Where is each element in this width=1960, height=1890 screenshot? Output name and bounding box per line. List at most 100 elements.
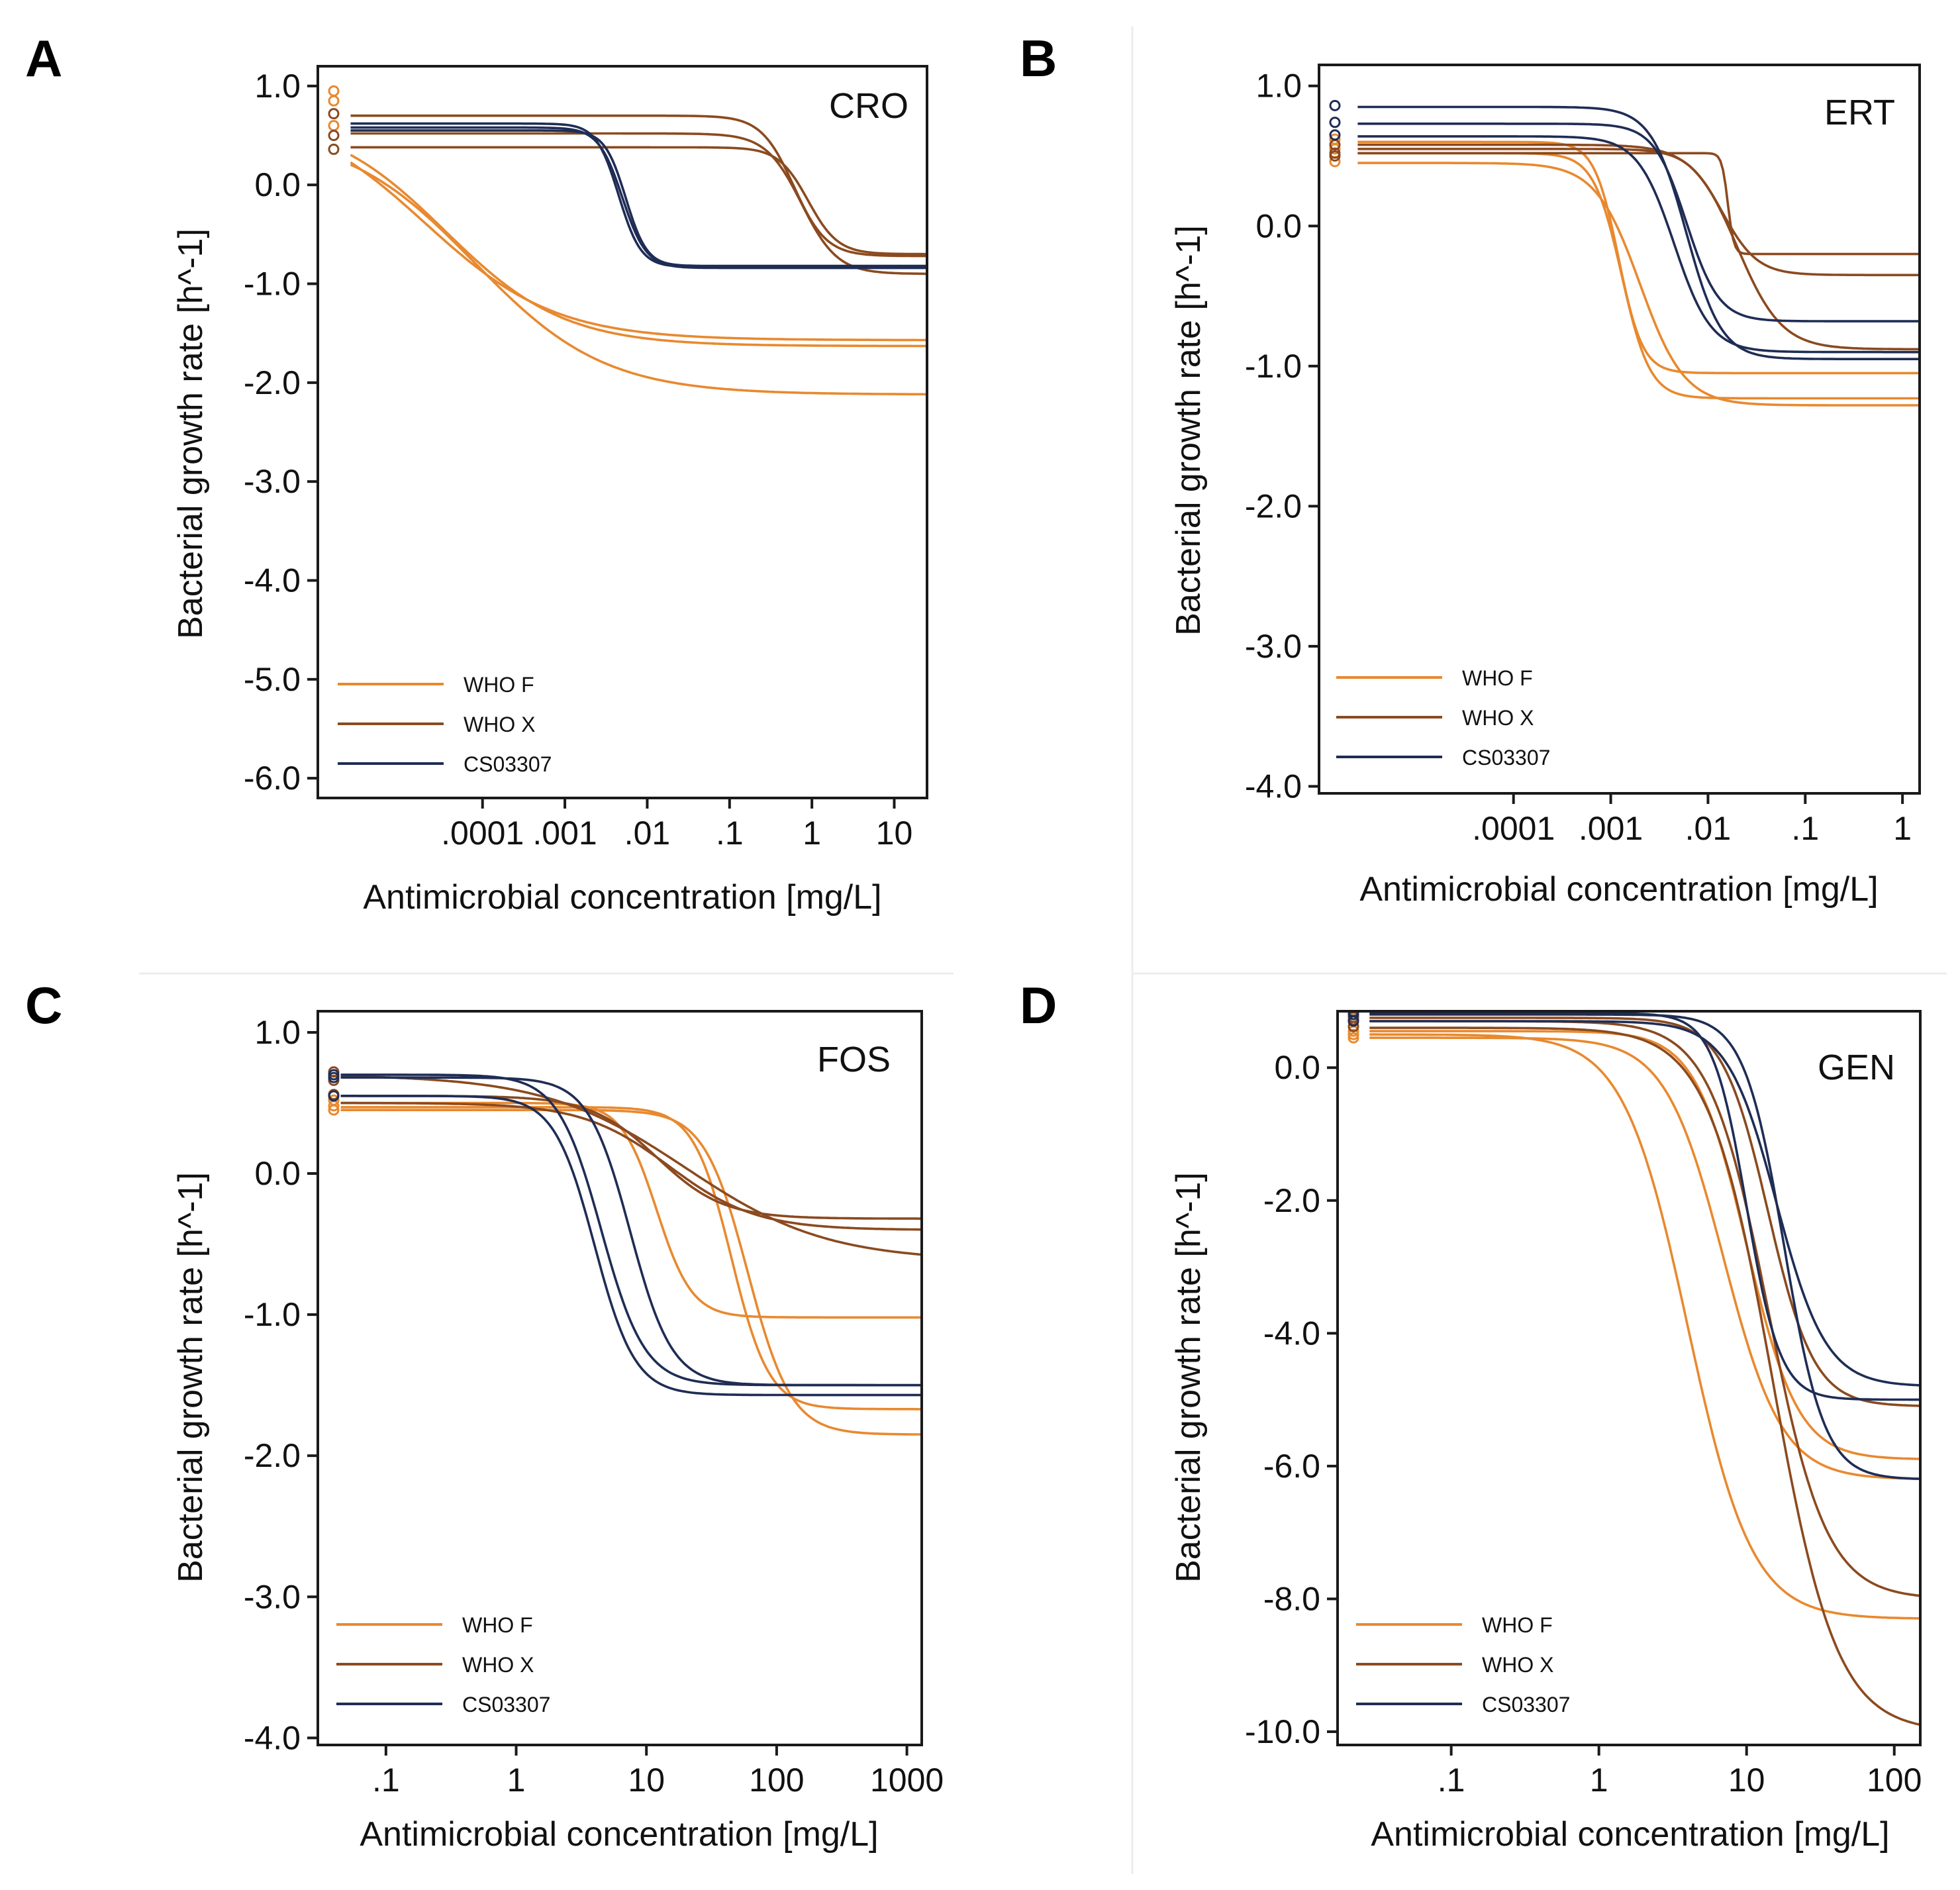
plot-area [1319,65,1920,793]
x-tick-label: 10 [628,1762,665,1799]
y-tick-label: -1.0 [244,1296,301,1333]
panel-d: 0.0 -2.0 -4.0 -6.0 -8.0 -10.0 .1 1 10 100 Antimicr… [1020,976,1922,1854]
y-axis-title: Bacterial growth rate [h^-1] [1169,225,1208,636]
baseline-marker-cs03307 [1329,129,1341,141]
series-line-who_x-6 [1369,1017,1920,1407]
series-line-who_x-6 [350,146,927,256]
y-tick-label: -3.0 [1245,628,1302,665]
panel-letter: B [1020,29,1057,87]
legend-label: WHO X [1482,1653,1553,1677]
x-axis-title: Antimicrobial concentration [mg/L] [363,878,881,917]
x-tick-label: .1 [1438,1762,1465,1799]
series-group [328,85,927,396]
panel-letter: C [25,976,62,1034]
plot-frame [1318,64,1921,795]
series-line-who_f-2 [1369,1036,1920,1480]
y-tick-label: -2.0 [1263,1182,1320,1219]
baseline-marker-cs03307 [1329,99,1341,111]
series-line-who_f-1 [350,161,927,342]
series-group [1329,99,1920,407]
series-line-who_f-2 [340,1106,922,1411]
x-tick-label: .1 [372,1762,400,1799]
x-tick-label: .001 [1579,810,1643,847]
x-tick-label: .001 [532,815,597,852]
baseline-marker-cs03307 [1348,1015,1359,1027]
series-line-who_f-1 [1357,140,1920,375]
y-tick-label: -2.0 [244,1437,301,1474]
plot-frame [317,1010,923,1746]
series-line-cs03307-8 [340,1076,922,1387]
series-line-cs03307-8 [1357,123,1920,323]
legend-label: WHO F [1482,1613,1553,1637]
legend-label: CS03307 [1482,1693,1570,1716]
baseline-marker-cs03307 [328,1071,340,1083]
legend-label: WHO X [464,713,535,736]
series-line-who_f-2 [350,154,927,348]
y-tick-label: -4.0 [1245,768,1302,805]
series-line-cs03307-8 [1369,1013,1920,1480]
x-tick-label: 10 [876,815,913,852]
plot-area [318,1011,922,1745]
legend-label: CS03307 [1462,746,1550,770]
series-group [1348,1011,1920,1726]
x-tick-label: 10 [1728,1762,1765,1799]
legend-label: WHO F [462,1613,533,1637]
y-tick-label: 0.0 [254,166,301,203]
panel-b: 1.0 0.0 -1.0 -2.0 -3.0 -4.0 .0001 .001 .01 .1 1 Ant… [1020,29,1921,909]
series-line-cs03307-9 [1357,135,1920,354]
x-tick-label: 1 [1590,1762,1608,1799]
x-axis-title: Antimicrobial concentration [mg/L] [1371,1815,1889,1854]
series-line-who_x-5 [340,1101,922,1231]
series-line-cs03307-9 [340,1095,922,1397]
baseline-marker-cs03307 [1348,1011,1359,1020]
baseline-marker-who_f [328,95,340,107]
legend-label: CS03307 [462,1693,550,1716]
y-tick-label: -8.0 [1263,1580,1320,1617]
panel-title: FOS [817,1040,891,1079]
baseline-marker-who_x [328,130,340,142]
panel-letter: A [25,29,62,87]
panel-title: CRO [829,86,908,126]
series-group [328,1066,922,1436]
y-tick-label: -4.0 [244,1719,301,1756]
y-tick-label: -4.0 [244,562,301,599]
x-axis-title: Antimicrobial concentration [mg/L] [360,1815,878,1854]
legend: WHO F WHO X CS03307 [336,1613,550,1716]
baseline-marker-who_x [1329,150,1341,162]
x-tick-label: 1 [1893,810,1912,847]
panel-title: GEN [1818,1048,1895,1087]
series-line-cs03307-8 [350,126,927,270]
panels: 1.00.0-1.0-2.0-3.0-4.0-5.0-6.0.0001.001.… [25,29,1922,1854]
x-axis-title: Antimicrobial concentration [mg/L] [1359,870,1878,909]
x-tick-label: .01 [624,815,671,852]
x-tick-label: 1 [507,1762,526,1799]
y-tick-label: -3.0 [244,1578,301,1615]
series-line-who_x-4 [1369,1026,1920,1726]
panel-c: 1.0 0.0 -1.0 -2.0 -3.0 -4.0 .1 1 10 100 1000 Antimi… [25,976,944,1854]
x-tick-label: .0001 [1472,810,1555,847]
panel-title: ERT [1824,93,1895,132]
series-line-cs03307-9 [350,129,927,268]
y-axis-title: Bacterial growth rate [h^-1] [172,228,210,639]
baseline-marker-who_f [1329,143,1341,155]
x-tick-label: 100 [1867,1762,1922,1799]
y-tick-label: -6.0 [244,760,301,797]
series-line-who_f-3 [1369,1030,1920,1460]
baseline-marker-cs03307 [1329,117,1341,128]
baseline-marker-who_f [328,1104,340,1116]
series-line-cs03307-9 [1369,1020,1920,1387]
baseline-marker-who_x [328,143,340,155]
x-tick-label: .1 [1791,810,1819,847]
series-line-who_f-3 [350,164,927,396]
y-tick-label: -3.0 [244,463,301,500]
legend: WHO F WHO X CS03307 [1356,1613,1570,1716]
y-tick-label: -6.0 [1263,1448,1320,1485]
y-tick-label: 1.0 [254,68,301,105]
y-tick-label: -1.0 [244,266,301,303]
y-tick-label: 0.0 [254,1155,301,1192]
series-line-who_f-3 [340,1109,922,1436]
legend: WHO F WHO X CS03307 [1336,666,1550,770]
panel-letter: D [1020,976,1057,1034]
x-tick-label: .1 [716,815,744,852]
panel-a: 1.0 0.0 -1.0 -2.0 -3.0 -4.0 -5.0 -6.0 .0001.001.… [25,29,928,917]
